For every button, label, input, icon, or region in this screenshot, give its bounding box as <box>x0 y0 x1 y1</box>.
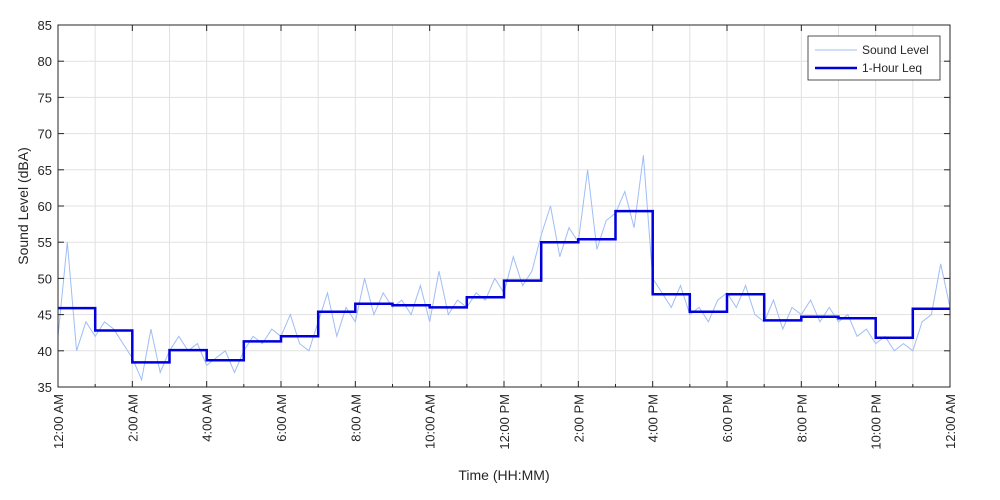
y-tick-label: 75 <box>38 90 52 105</box>
y-tick-label: 65 <box>38 163 52 178</box>
leq-step-series-line <box>58 209 950 364</box>
y-tick-label: 55 <box>38 235 52 250</box>
x-axis-label: Time (HH:MM) <box>458 467 549 483</box>
y-tick-label: 80 <box>38 54 52 69</box>
x-tick-label: 12:00 PM <box>497 394 512 450</box>
x-tick-label: 10:00 AM <box>423 394 438 449</box>
x-tick-label: 12:00 AM <box>51 394 66 449</box>
y-axis-ticks: 35 40 45 50 55 60 65 70 75 80 85 <box>38 18 950 395</box>
x-tick-label: 6:00 PM <box>720 394 735 442</box>
legend: Sound Level 1-Hour Leq <box>807 35 941 81</box>
y-tick-label: 70 <box>38 127 52 142</box>
x-tick-label: 4:00 PM <box>646 394 661 442</box>
x-tick-label: 12:00 AM <box>943 394 958 449</box>
x-tick-label: 4:00 AM <box>200 394 215 442</box>
x-tick-label: 2:00 AM <box>125 394 140 442</box>
y-tick-label: 40 <box>38 344 52 359</box>
y-tick-label: 85 <box>38 18 52 33</box>
y-tick-label: 35 <box>38 380 52 395</box>
x-tick-label: 8:00 AM <box>348 394 363 442</box>
y-tick-label: 60 <box>38 199 52 214</box>
legend-label-leq: 1-Hour Leq <box>862 61 922 75</box>
x-tick-label: 10:00 PM <box>869 394 884 450</box>
x-axis-ticks: 12:00 AM 2:00 AM 4:00 AM 6:00 AM 8:00 AM 10:0… <box>51 25 958 450</box>
x-tick-label: 6:00 AM <box>274 394 289 442</box>
y-tick-label: 45 <box>38 308 52 323</box>
legend-box <box>807 35 941 81</box>
y-axis-label: Sound Level (dBA) <box>15 147 31 265</box>
x-tick-label: 2:00 PM <box>571 394 586 442</box>
y-tick-label: 50 <box>38 271 52 286</box>
x-tick-label: 8:00 PM <box>794 394 809 442</box>
legend-label-sound-level: Sound Level <box>862 43 929 57</box>
plot-series <box>57 155 951 382</box>
